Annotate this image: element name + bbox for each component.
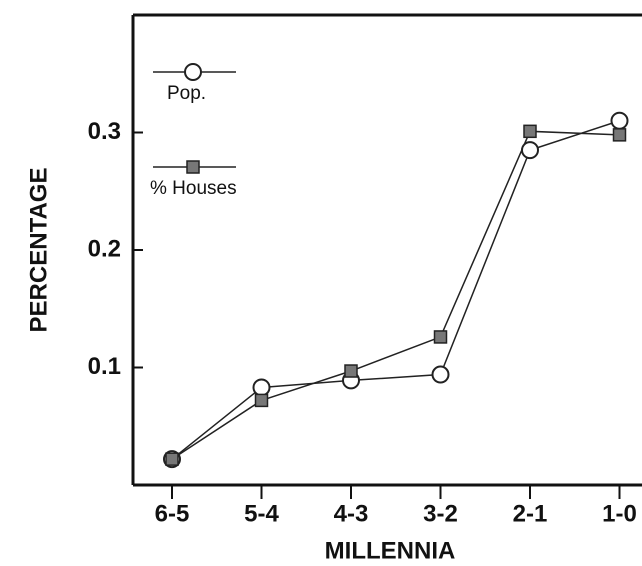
- data-point: [433, 330, 448, 344]
- data-point: [254, 393, 269, 408]
- data-point: [431, 365, 450, 384]
- legend-label: % Houses: [150, 178, 237, 199]
- y-tick-label: 0.3: [88, 118, 121, 145]
- x-tick-label: 1-0: [602, 500, 637, 527]
- data-point: [252, 378, 271, 397]
- x-axis-label: MILLENNIA: [325, 537, 456, 564]
- x-tick-label: 4-3: [334, 500, 369, 527]
- data-point: [610, 111, 629, 130]
- x-tick-label: 6-5: [155, 500, 190, 527]
- x-tick-label: 3-2: [423, 500, 458, 527]
- legend-label: Pop.: [167, 83, 206, 104]
- x-tick-label: 2-1: [513, 500, 548, 527]
- data-point: [344, 364, 358, 378]
- series-line: [171, 130, 620, 460]
- y-tick-label: 0.2: [88, 235, 121, 262]
- data-point: [523, 124, 537, 139]
- legend-marker: [184, 63, 202, 81]
- legend-marker: [186, 160, 200, 174]
- y-axis-label: PERCENTAGE: [25, 168, 52, 333]
- data-point: [612, 128, 627, 142]
- x-tick-label: 5-4: [244, 500, 279, 527]
- data-point: [521, 141, 539, 160]
- series-line: [171, 120, 620, 460]
- y-tick-label: 0.1: [88, 353, 121, 380]
- data-point: [165, 452, 179, 466]
